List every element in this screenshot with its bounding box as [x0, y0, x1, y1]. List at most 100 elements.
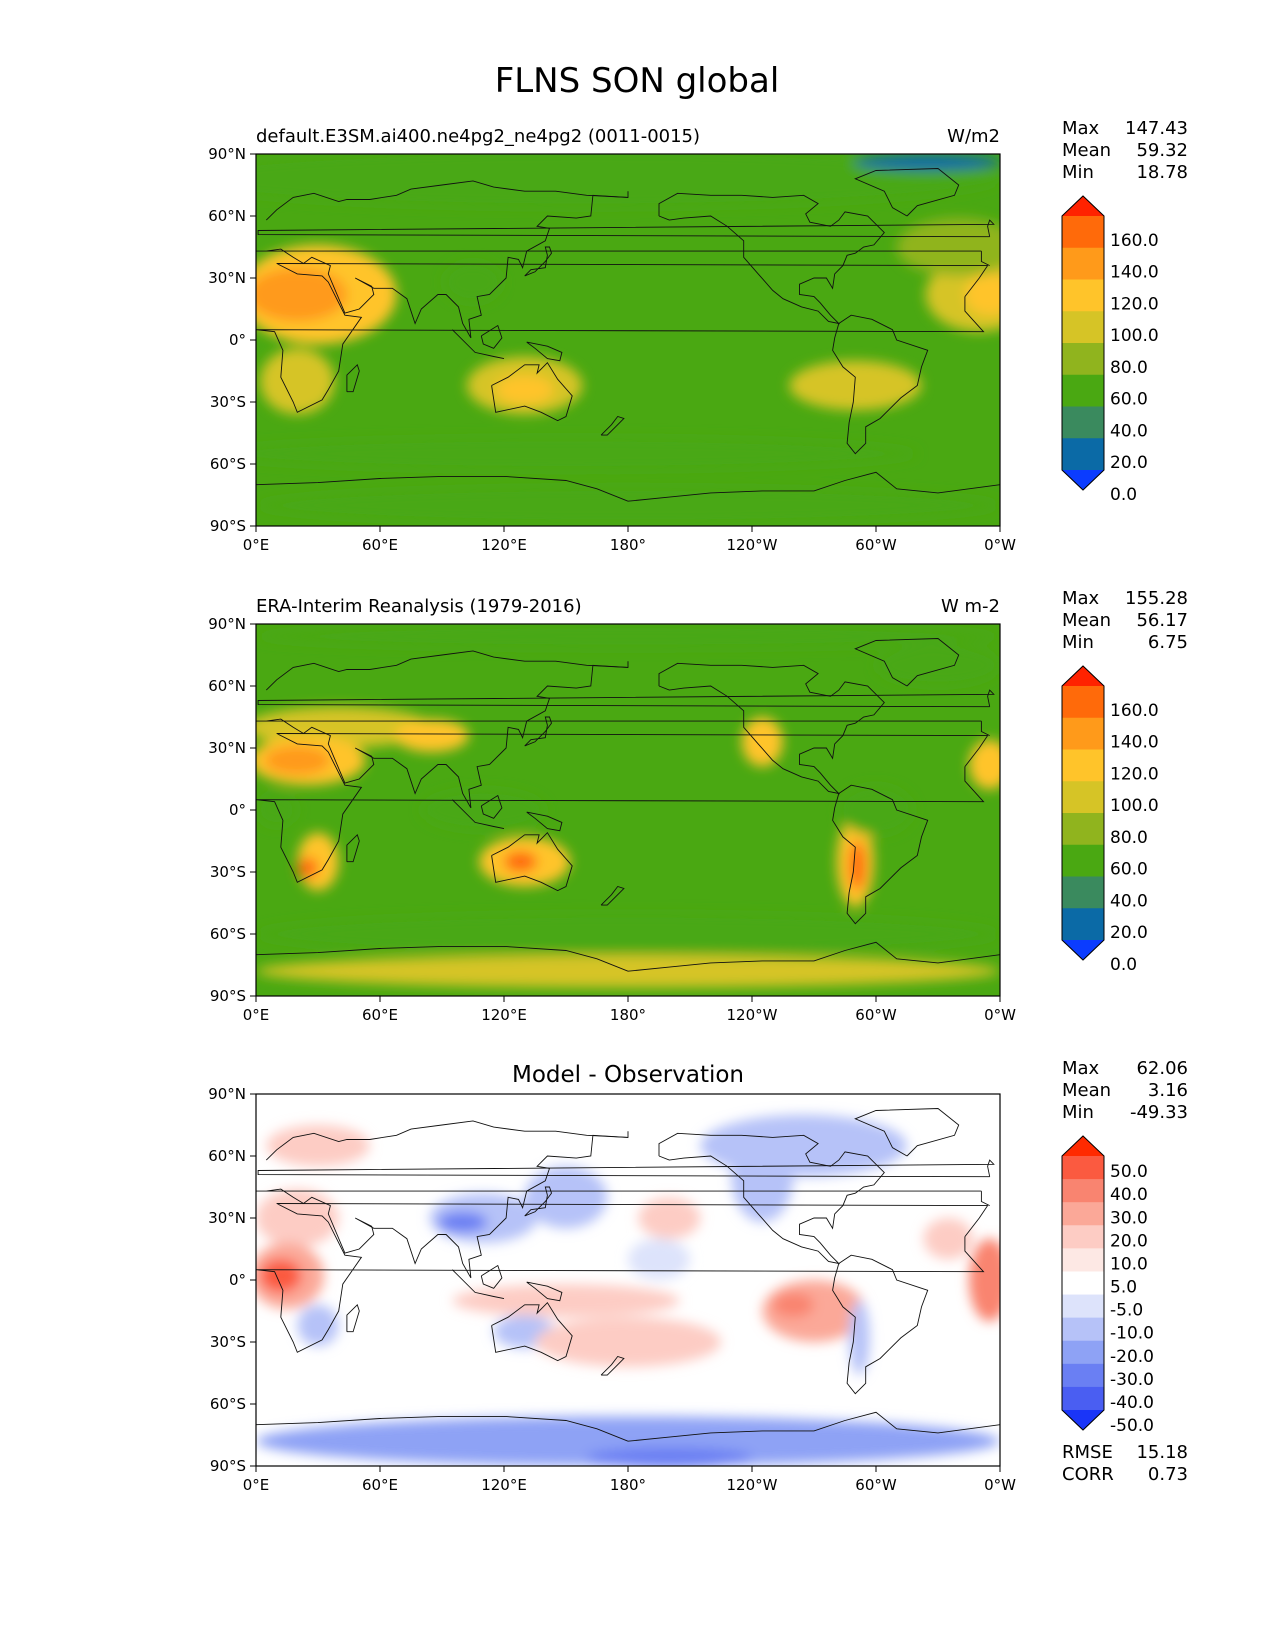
- coastline-6: [451, 1269, 505, 1300]
- y-tick-label: 90°N: [208, 145, 246, 163]
- coastline-15: [346, 363, 360, 393]
- panel-title-left: ERA-Interim Reanalysis (1979-2016): [256, 596, 582, 617]
- colorbar-level-label: -5.0: [1110, 1301, 1143, 1321]
- colorbar-level-label: 100.0: [1110, 326, 1159, 346]
- coastline-8: [526, 1281, 563, 1302]
- contour-region-3: [264, 745, 331, 775]
- y-tick-label: 90°S: [210, 517, 246, 535]
- x-tick-label: 120°E: [481, 1006, 527, 1024]
- colorbar-level-label: 120.0: [1110, 764, 1159, 784]
- contour-region-17: [969, 1238, 1000, 1322]
- contour-region-10: [896, 218, 1000, 276]
- coastline-15: [346, 833, 360, 863]
- y-tick-label: 90°S: [210, 987, 246, 1005]
- stat-label: Min: [1062, 632, 1094, 653]
- coastline-10: [854, 1108, 960, 1157]
- colorbar-level-label: 80.0: [1110, 358, 1148, 378]
- y-tick-label: 90°S: [210, 1457, 246, 1475]
- stat-label: Max: [1062, 588, 1100, 609]
- y-tick-label: 60°N: [208, 1147, 246, 1165]
- contour-region-13: [256, 486, 1000, 524]
- contour-region-0: [256, 154, 1000, 208]
- colorbar-segment: [1062, 781, 1104, 814]
- coastline-5: [491, 831, 573, 892]
- coastline-4: [524, 716, 552, 747]
- colorbar-segment: [1062, 343, 1104, 376]
- colorbar-segment: [1062, 1248, 1104, 1272]
- colorbar-level-label: -30.0: [1110, 1370, 1154, 1390]
- colorbar-level-label: 60.0: [1110, 390, 1148, 410]
- y-tick-label: 0°: [229, 801, 246, 819]
- bottom-stat-label: RMSE: [1062, 1442, 1113, 1463]
- x-tick-label: 60°E: [362, 1006, 398, 1024]
- colorbar-extend-max: [1062, 196, 1104, 216]
- panel-test: default.E3SM.ai400.ne4pg2_ne4pg2 (0011-0…: [208, 118, 1188, 554]
- colorbar-level-label: 0.0: [1110, 485, 1137, 505]
- coastline-0: [256, 733, 989, 883]
- colorbar-extend-max: [1062, 1136, 1104, 1156]
- coastline-4: [524, 246, 552, 277]
- panel-difference: Model - Observation 0°E 60°E 120°E 180° 120°…: [208, 1058, 1188, 1494]
- coastline-6: [451, 799, 505, 830]
- contour-region-20: [586, 1447, 752, 1466]
- contour-region-4: [260, 348, 335, 415]
- colorbar-segment: [1062, 374, 1104, 407]
- coastlines: [256, 638, 1000, 972]
- contour-region-18: [923, 1218, 974, 1260]
- colorbar-level-label: -10.0: [1110, 1324, 1154, 1344]
- contour-region-15: [628, 1238, 690, 1281]
- coastline-5: [491, 361, 573, 422]
- stat-label: Mean: [1062, 140, 1111, 161]
- contour-region-11: [741, 717, 783, 767]
- colorbar-segment: [1062, 1271, 1104, 1296]
- coastline-10: [854, 638, 960, 687]
- stat-value: 3.16: [1148, 1080, 1188, 1101]
- colorbar-segment: [1062, 279, 1104, 312]
- stat-value: 155.28: [1125, 588, 1188, 609]
- contour-region-0: [256, 624, 1000, 649]
- coastline-16: [600, 885, 625, 906]
- map-area: [256, 1094, 1000, 1466]
- contour-region-3: [256, 267, 347, 322]
- coastline-14: [257, 219, 995, 238]
- figure-title: FLNS SON global: [495, 61, 780, 101]
- y-tick-label: 0°: [229, 1271, 246, 1289]
- contour-region-8: [700, 1114, 908, 1177]
- colorbar-segment: [1062, 438, 1104, 471]
- coastline-3: [265, 1120, 629, 1161]
- y-tick-label: 30°N: [208, 269, 246, 287]
- coastline-11: [832, 1254, 929, 1395]
- colorbar-extend-max: [1062, 666, 1104, 686]
- map-area: [256, 624, 1000, 996]
- colorbar-segment: [1062, 844, 1104, 877]
- colorbar-extend-min: [1062, 940, 1104, 960]
- x-tick-label: 180°: [610, 536, 646, 554]
- coastline-2: [980, 1191, 990, 1207]
- coastline-13: [627, 1411, 1000, 1442]
- colorbar-level-label: 30.0: [1110, 1208, 1148, 1228]
- colorbar-level-label: 40.0: [1110, 421, 1148, 441]
- colorbar-segment: [1062, 686, 1104, 719]
- y-tick-label: 0°: [229, 331, 246, 349]
- contour-region-7: [789, 360, 922, 411]
- coastline-0: [256, 1203, 989, 1353]
- map-background: [256, 154, 1000, 526]
- x-tick-label: 60°E: [362, 536, 398, 554]
- y-tick-label: 90°N: [208, 1085, 246, 1103]
- panel-reference: ERA-Interim Reanalysis (1979-2016) W m-2…: [208, 588, 1188, 1024]
- contour-region-6: [524, 1166, 608, 1229]
- colorbar-level-label: 160.0: [1110, 231, 1159, 251]
- colorbar-outline: [1061, 195, 1105, 491]
- contour-region-18: [876, 644, 1000, 686]
- contour-region-6: [297, 857, 318, 879]
- panel-units: W m-2: [941, 596, 1000, 617]
- y-tick-label: 30°N: [208, 1209, 246, 1227]
- x-tick-label: 60°W: [855, 536, 897, 554]
- x-tick-label: 120°W: [727, 536, 778, 554]
- x-tick-label: 0°E: [243, 1476, 270, 1494]
- contour-region-13: [838, 785, 914, 835]
- colorbar-level-label: 40.0: [1110, 1185, 1148, 1205]
- coastline-14: [257, 689, 995, 708]
- contour-region-16: [638, 1197, 701, 1239]
